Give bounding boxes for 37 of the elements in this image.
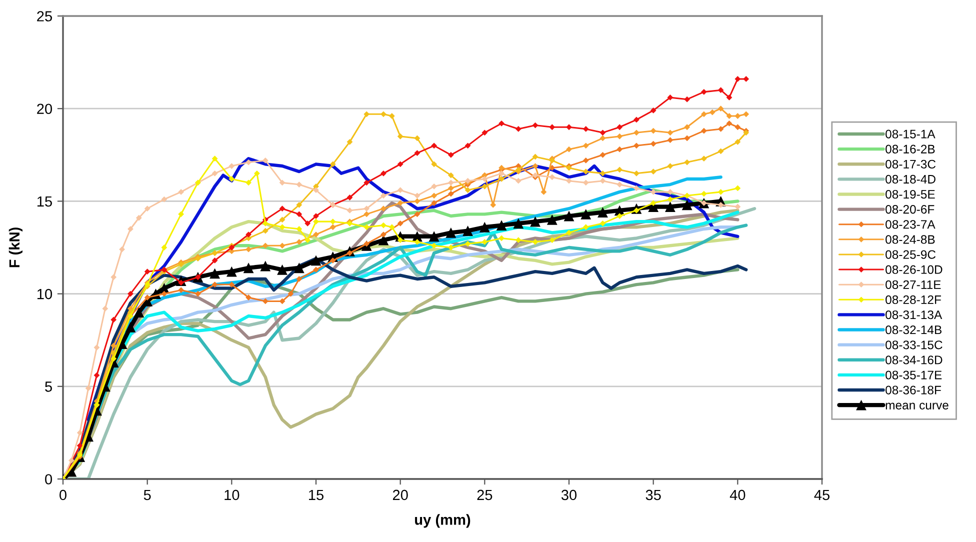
legend-label: 08-34-16D — [886, 356, 942, 364]
y-tick-label: 0 — [45, 474, 52, 484]
x-tick-label: 20 — [392, 490, 408, 500]
legend-label: 08-20-6F — [886, 205, 934, 214]
y-axis-title: F (kN) — [8, 228, 22, 268]
legend-label: 08-18-4D — [886, 174, 936, 184]
legend-label: mean curve — [886, 402, 948, 410]
x-tick-label: 40 — [730, 490, 746, 500]
legend-label: 08-17-3C — [886, 160, 936, 169]
x-tick-label: 0 — [60, 490, 66, 500]
legend-label: 08-33-15C — [886, 340, 942, 350]
legend-label: 08-15-1A — [886, 130, 936, 138]
x-tick-label: 30 — [561, 490, 577, 500]
legend-label: 08-27-11E — [886, 280, 941, 289]
legend-label: 08-23-7A — [886, 220, 936, 229]
y-tick-label: 25 — [37, 11, 52, 22]
legend-label: 08-26-10D — [886, 265, 942, 274]
legend-label: 08-36-18F — [886, 386, 941, 394]
x-axis-title: uy (mm) — [415, 514, 470, 528]
x-tick-label: 10 — [224, 490, 240, 500]
legend-label: 08-25-9C — [886, 250, 936, 259]
legend-label: 08-28-12F — [886, 295, 941, 304]
x-tick-label: 5 — [144, 490, 151, 500]
legend-label: 08-35-17E — [886, 370, 942, 380]
y-tick-label: 15 — [37, 196, 52, 207]
legend-label: 08-16-2B — [886, 144, 935, 154]
legend-label: 08-32-14B — [886, 326, 942, 334]
legend-label: 08-31-13A — [886, 310, 942, 320]
x-tick-label: 45 — [814, 490, 830, 500]
y-tick-label: 5 — [45, 382, 52, 392]
legend-label: 08-19-5E — [886, 190, 935, 199]
legend-label: 08-24-8B — [886, 235, 935, 244]
x-tick-label: 15 — [309, 490, 324, 500]
y-tick-label: 10 — [37, 288, 52, 300]
x-tick-label: 25 — [477, 490, 492, 500]
y-tick-label: 20 — [37, 104, 52, 114]
x-tick-label: 35 — [646, 490, 661, 500]
